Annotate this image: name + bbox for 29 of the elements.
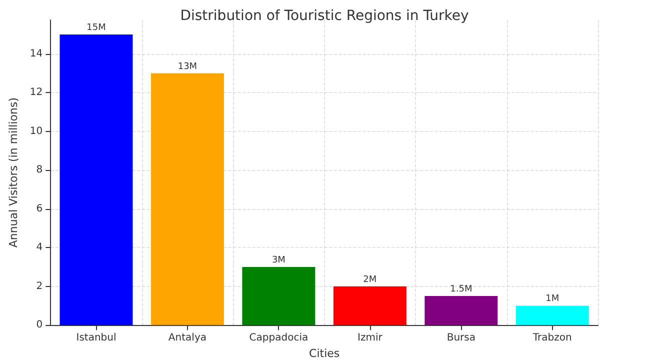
x-tick-label: Antalya xyxy=(168,332,206,344)
data-label: 1M xyxy=(546,294,560,304)
bar xyxy=(150,73,224,326)
data-label: 1.5M xyxy=(450,284,472,295)
y-tick-label: 10 xyxy=(30,126,43,137)
y-tick-label: 0 xyxy=(36,320,43,331)
y-tick-label: 4 xyxy=(36,242,43,254)
x-tick-label: Izmir xyxy=(358,332,384,344)
y-tick-label: 14 xyxy=(30,48,43,60)
bar xyxy=(60,34,133,326)
y-tick-label: 12 xyxy=(30,87,43,98)
x-tick-label: Istanbul xyxy=(76,332,116,344)
bar xyxy=(424,296,498,326)
data-label: 15M xyxy=(86,23,106,34)
bar xyxy=(516,306,589,326)
x-tick-label: Trabzon xyxy=(532,332,572,344)
chart-title: Distribution of Touristic Regions in Turkey xyxy=(180,8,469,24)
data-label: 2M xyxy=(363,274,377,285)
bar xyxy=(242,266,316,326)
bar xyxy=(333,286,406,326)
x-tick-label: Cappadocia xyxy=(249,332,308,344)
y-tick-label: 2 xyxy=(36,280,43,292)
y-tick-label: 6 xyxy=(36,203,43,214)
x-tick-label: Bursa xyxy=(446,332,476,344)
y-axis-title: Annual Visitors (in millions) xyxy=(7,97,20,248)
y-tick-label: 8 xyxy=(36,164,43,176)
data-label: 13M xyxy=(178,62,198,72)
data-label: 3M xyxy=(272,255,286,266)
x-axis-title: Cities xyxy=(309,347,340,360)
